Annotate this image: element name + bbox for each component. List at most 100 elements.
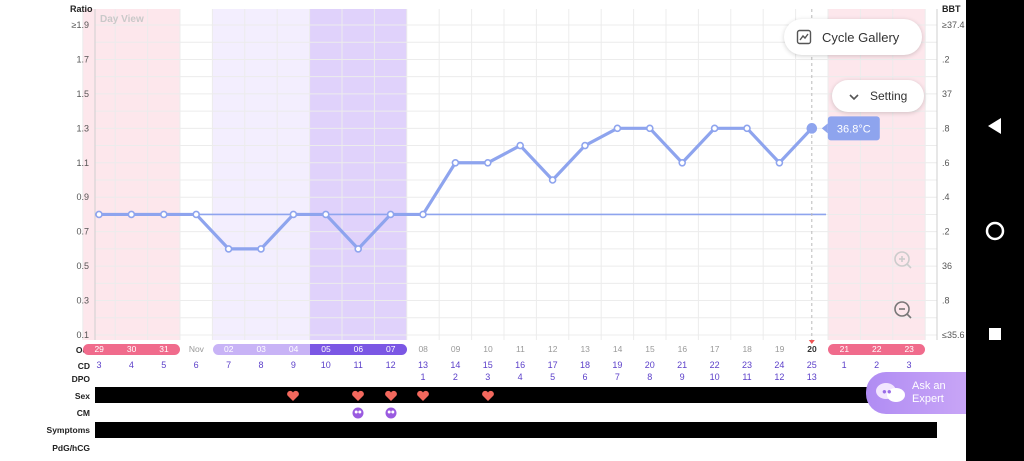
dpo-cell: 9 [679, 372, 685, 382]
cycle-phase-band [212, 9, 245, 340]
row-label-symptoms: Symptoms [46, 425, 90, 435]
date-cell[interactable]: 07 [374, 344, 407, 355]
cd-cell: 20 [644, 360, 655, 370]
date-cell[interactable]: 10 [483, 344, 493, 354]
date-cell[interactable]: Nov [188, 344, 204, 354]
cd-cell: 1 [841, 360, 847, 370]
zoom-out-button[interactable] [885, 292, 921, 328]
row-label-sex: Sex [74, 391, 90, 401]
cd-cell: 15 [482, 360, 493, 370]
bbt-data-point [419, 210, 427, 219]
bbt-data-point [775, 158, 784, 167]
heart-icon [416, 389, 430, 401]
date-cell[interactable]: 19 [774, 344, 785, 354]
cd-cell: 9 [290, 360, 296, 370]
dpo-cell: 1 [420, 372, 426, 382]
date-cell[interactable]: 22 [860, 344, 893, 355]
date-cell[interactable]: 11 [515, 344, 525, 354]
bbt-data-point [354, 245, 363, 253]
recents-square-icon[interactable] [988, 327, 1002, 341]
dpo-cell: 12 [774, 372, 785, 382]
cd-cell: 11 [353, 360, 363, 370]
setting-button[interactable]: Setting [832, 80, 924, 112]
heart-icon [286, 389, 300, 401]
dpo-cell: 10 [709, 372, 720, 382]
cd-cell: 22 [709, 360, 720, 370]
left-tick-label: 1.5 [76, 89, 89, 99]
dpo-cell: 7 [614, 372, 620, 382]
cd-cell: 8 [258, 360, 264, 370]
bbt-series-line [99, 126, 813, 251]
dpo-cell: 3 [485, 372, 491, 382]
heart-icon [384, 389, 398, 401]
date-cell[interactable]: 04 [277, 344, 310, 355]
heart-icon [481, 389, 495, 401]
cd-cell: 17 [547, 360, 558, 370]
cd-cell: 21 [677, 360, 688, 370]
cycle-phase-band [860, 9, 893, 340]
right-tick-label: .2 [942, 54, 950, 64]
cycle-phase-band [309, 9, 342, 340]
zoom-out-icon [894, 301, 912, 319]
svg-text:●●: ●● [882, 387, 892, 396]
ask-expert-button[interactable]: ●● Ask an Expert [866, 372, 966, 414]
date-cell[interactable]: 16 [677, 344, 688, 354]
home-circle-icon[interactable] [985, 221, 1005, 241]
fertility-chart-screen: Ratio BBT Day View ≥1.9 1.7 1.5 1.3 1.1 0.9 0.7 0.… [0, 0, 966, 461]
cd-cell: 3 [906, 360, 912, 370]
cd-cell: 19 [612, 360, 623, 370]
cd-cell: 13 [417, 360, 428, 370]
bbt-tooltip [827, 116, 880, 141]
cd-cell: 3 [96, 360, 102, 370]
date-cell[interactable]: 29 [83, 344, 116, 355]
left-tick-label: 0.7 [76, 227, 89, 237]
cycle-gallery-button[interactable]: Cycle Gallery [784, 19, 922, 55]
date-cell[interactable]: 23 [893, 344, 926, 355]
date-cell[interactable]: 05 [309, 344, 343, 355]
left-tick-label: 0.1 [76, 330, 89, 340]
cd-cell: 25 [806, 360, 817, 370]
date-cell[interactable]: 09 [450, 344, 461, 354]
right-tick-label: .8 [942, 123, 950, 133]
back-triangle-icon[interactable] [987, 117, 1003, 135]
date-cell[interactable]: 18 [742, 344, 752, 354]
chat-bubbles-icon: ●● [874, 380, 908, 406]
right-tick-label: ≥37.4 [942, 20, 964, 30]
bbt-data-point [516, 141, 525, 150]
bbt-chart[interactable]: Ratio BBT Day View ≥1.9 1.7 1.5 1.3 1.1 0.9 0.7 0.… [0, 0, 966, 461]
right-tick-label: .4 [942, 192, 950, 202]
cd-cell: 5 [161, 360, 167, 370]
date-cell[interactable]: 12 [548, 344, 558, 354]
right-tick-label: ≤35.6 [942, 330, 964, 340]
cycle-phase-band [147, 9, 180, 340]
cd-cell: 6 [193, 360, 199, 370]
cd-cell: 16 [515, 360, 526, 370]
date-cell[interactable]: 30 [115, 344, 148, 355]
sex-row[interactable] [95, 387, 937, 403]
left-axis-title: Ratio [70, 4, 93, 14]
symptoms-row[interactable] [95, 422, 937, 438]
date-cell[interactable]: 08 [418, 344, 428, 354]
date-cell[interactable]: 31 [147, 344, 181, 355]
cycle-phase-band [244, 9, 278, 340]
date-cell[interactable]: 02 [212, 344, 245, 355]
row-label-month: Oct [0, 345, 90, 355]
cervical-mucus-icon [352, 406, 364, 419]
zoom-in-button[interactable] [885, 242, 921, 278]
date-cell[interactable]: 15 [645, 344, 655, 354]
left-tick-label: 1.7 [76, 54, 89, 64]
right-axis-title: BBT [942, 4, 961, 14]
date-cell[interactable]: 13 [580, 344, 590, 354]
cd-cell: 12 [385, 360, 396, 370]
date-cell[interactable]: 21 [828, 344, 861, 355]
bbt-data-point [160, 210, 168, 219]
cycle-phase-band [374, 9, 407, 340]
setting-label: Setting [870, 89, 908, 103]
zoom-in-icon [894, 251, 912, 269]
date-cell[interactable]: 03 [245, 344, 278, 355]
date-cell[interactable]: 14 [612, 344, 623, 354]
left-tick-label: ≥1.9 [72, 20, 89, 30]
date-cell[interactable]: 17 [710, 344, 720, 354]
date-cell[interactable]: 20 [807, 344, 817, 354]
date-cell[interactable]: 06 [342, 344, 375, 355]
